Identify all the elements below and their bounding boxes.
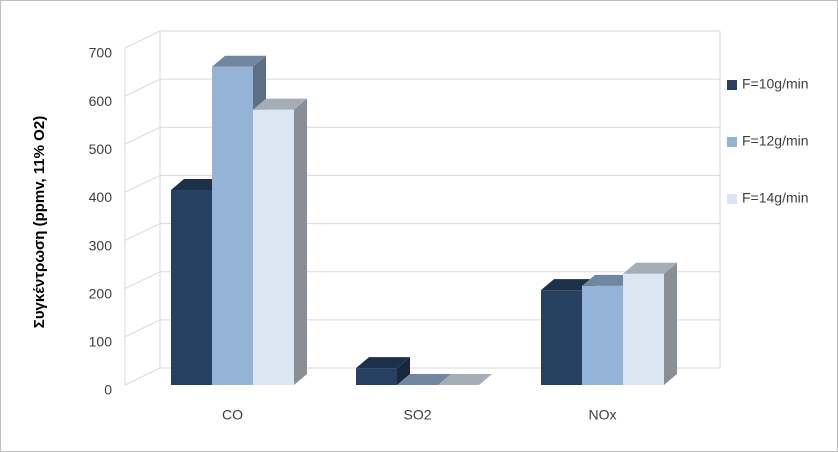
y-tick-label: 200 (89, 285, 113, 301)
bar (541, 290, 582, 385)
y-tick-label: 0 (104, 382, 112, 398)
bar (623, 273, 664, 385)
bar-top (541, 279, 595, 291)
grid-line (124, 174, 161, 193)
x-tick-label: CO (222, 407, 243, 423)
bar-top (397, 374, 451, 385)
grid-line (124, 223, 161, 242)
y-tick-label: 600 (89, 93, 113, 109)
bar-top (253, 98, 307, 110)
y-tick-label: 700 (89, 45, 113, 61)
bar-top (623, 262, 677, 274)
bar-side (397, 357, 410, 385)
legend-label: F=10g/min (742, 76, 809, 92)
legend-swatch (727, 194, 737, 204)
bar (171, 190, 212, 385)
bar-side (294, 98, 307, 385)
bar-top (356, 357, 410, 369)
bar-side (664, 262, 677, 385)
bar-top (212, 55, 266, 67)
bar (212, 66, 253, 386)
grid-line (124, 271, 161, 290)
legend-label: F=12g/min (742, 133, 809, 149)
grid-line (124, 30, 161, 49)
grid-line (124, 367, 161, 386)
y-axis-title: Συγκέντρωση (ppmv, 11% O2) (31, 116, 48, 328)
x-tick-label: NOx (589, 407, 617, 423)
bar (253, 109, 294, 385)
legend-swatch (727, 137, 737, 147)
y-tick-label: 500 (89, 141, 113, 157)
y-tick-label: 400 (89, 189, 113, 205)
grid-line (124, 78, 161, 97)
bar-top (582, 274, 636, 286)
y-tick-label: 300 (89, 237, 113, 253)
legend-label: F=14g/min (742, 190, 809, 206)
legend-swatch (727, 80, 737, 90)
x-tick-label: SO2 (403, 407, 431, 423)
grid-line (124, 126, 161, 145)
bar (356, 368, 397, 385)
bar-top (438, 374, 492, 385)
bar (582, 285, 623, 385)
bar-top (171, 179, 225, 191)
grid-line (124, 319, 161, 338)
y-tick-label: 100 (89, 334, 113, 350)
